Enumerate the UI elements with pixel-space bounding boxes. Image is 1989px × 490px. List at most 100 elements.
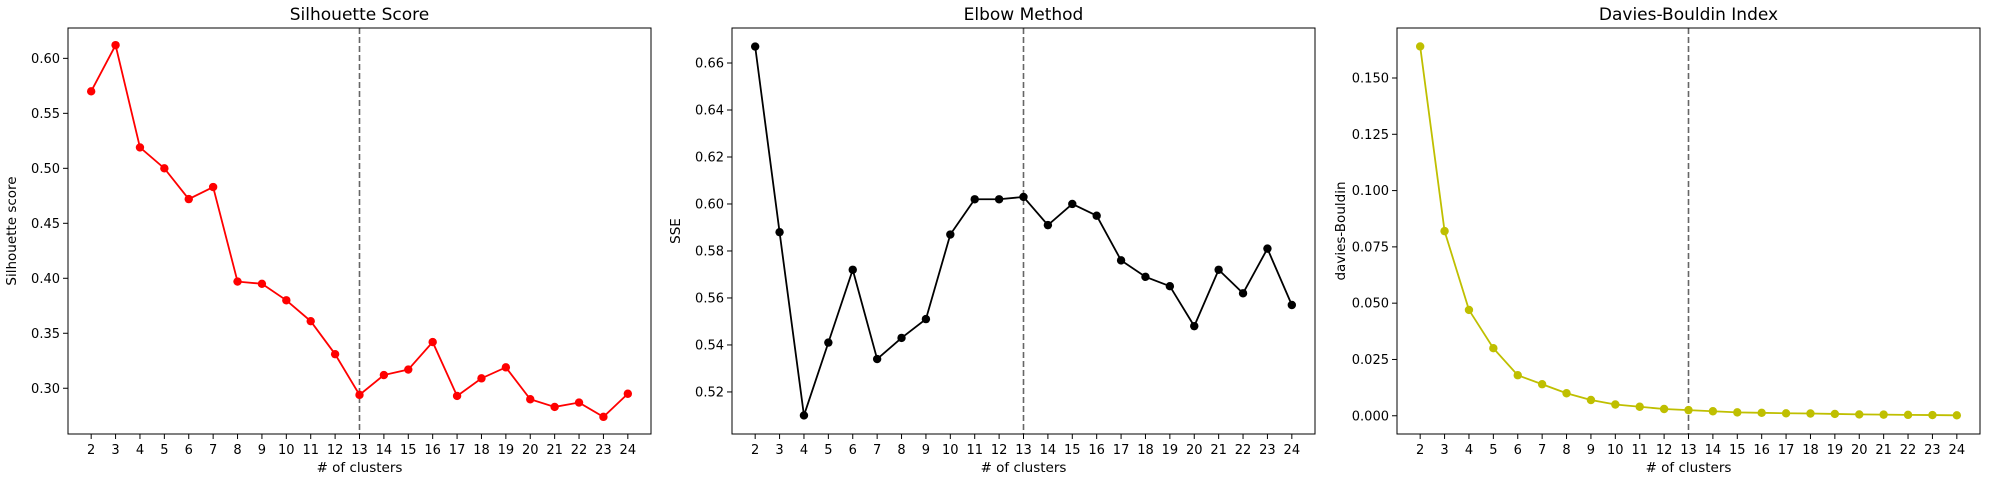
- data-point: [282, 296, 291, 305]
- x-tick-label: 13: [351, 443, 368, 458]
- data-point: [1287, 300, 1297, 310]
- data-point: [1855, 410, 1864, 419]
- data-point: [355, 390, 364, 400]
- data-point: [526, 395, 535, 404]
- data-point: [1659, 404, 1669, 414]
- y-tick-label: 0.35: [31, 327, 60, 342]
- x-tick-label: 4: [136, 443, 144, 458]
- x-tick-label: 22: [1235, 443, 1252, 458]
- data-point: [86, 87, 96, 96]
- data-point: [1806, 409, 1815, 418]
- data-point: [452, 391, 462, 401]
- x-tick-label: 16: [1088, 443, 1105, 458]
- plot-frame: [731, 27, 1316, 435]
- x-tick-label: 24: [620, 443, 637, 458]
- x-tick-label: 20: [1851, 443, 1868, 458]
- data-point: [208, 182, 218, 192]
- x-tick-label: 7: [873, 443, 881, 458]
- y-tick-label: 0.50: [31, 162, 60, 177]
- data-point: [1141, 272, 1150, 282]
- x-tick-label: 8: [1562, 443, 1570, 458]
- data-point: [1830, 409, 1840, 419]
- data-point: [1757, 408, 1766, 418]
- data-point: [799, 411, 809, 420]
- plot-frame: [1396, 27, 1981, 435]
- data-point: [1733, 408, 1742, 417]
- x-tick-label: 7: [1538, 443, 1546, 458]
- y-tick-label: 0.100: [1352, 184, 1389, 199]
- x-tick-label: 6: [1514, 443, 1522, 458]
- data-point: [379, 370, 389, 380]
- data-point: [1019, 192, 1028, 202]
- plot-frame: [67, 27, 652, 435]
- data-point: [848, 265, 857, 274]
- x-axis-label: # of clusters: [317, 460, 403, 476]
- data-point: [306, 316, 315, 326]
- data-point: [330, 349, 340, 359]
- x-tick-label: 7: [209, 443, 217, 458]
- x-tick-label: 9: [922, 443, 930, 458]
- data-point: [824, 338, 833, 347]
- x-tick-label: 4: [800, 443, 808, 458]
- data-point: [135, 143, 145, 152]
- data-point: [1238, 289, 1248, 298]
- data-point: [1415, 42, 1425, 51]
- x-tick-label: 17: [1778, 443, 1795, 458]
- x-tick-label: 20: [1186, 443, 1203, 458]
- x-tick-label: 22: [1900, 443, 1917, 458]
- x-tick-label: 13: [1680, 443, 1697, 458]
- x-tick-label: 9: [1587, 443, 1595, 458]
- x-tick-label: 24: [1284, 443, 1301, 458]
- x-axis-label: # of clusters: [981, 460, 1067, 476]
- x-tick-label: 17: [449, 443, 466, 458]
- x-tick-label: 10: [278, 443, 295, 458]
- x-tick-label: 15: [400, 443, 417, 458]
- data-point: [1092, 211, 1101, 220]
- data-point: [550, 402, 559, 412]
- y-tick-label: 0.075: [1352, 240, 1389, 255]
- x-tick-label: 23: [1924, 443, 1941, 458]
- data-point: [897, 333, 906, 343]
- data-point: [1635, 402, 1644, 411]
- data-point: [994, 195, 1004, 204]
- x-tick-label: 22: [571, 443, 588, 458]
- data-point: [623, 389, 633, 398]
- x-tick-label: 6: [849, 443, 857, 458]
- x-tick-label: 6: [185, 443, 193, 458]
- data-point: [1952, 411, 1962, 420]
- x-tick-label: 13: [1015, 443, 1032, 458]
- data-point: [111, 40, 120, 50]
- x-tick-label: 20: [522, 443, 539, 458]
- x-tick-label: 23: [1259, 443, 1276, 458]
- x-tick-label: 16: [1753, 443, 1770, 458]
- y-tick-label: 0.62: [695, 150, 724, 165]
- y-tick-label: 0.52: [695, 385, 724, 400]
- y-tick-label: 0.000: [1352, 409, 1389, 424]
- data-point: [1928, 410, 1937, 420]
- data-point: [1214, 265, 1223, 274]
- data-point: [1586, 395, 1596, 405]
- data-point: [501, 363, 511, 372]
- data-point: [775, 227, 784, 237]
- y-tick-label: 0.66: [695, 57, 724, 72]
- data-point: [160, 164, 169, 173]
- x-tick-label: 17: [1113, 443, 1130, 458]
- data-point: [233, 277, 242, 286]
- y-tick-label: 0.30: [31, 382, 60, 397]
- y-tick-label: 0.050: [1352, 297, 1389, 312]
- chart-title: Silhouette Score: [290, 5, 429, 25]
- x-tick-label: 18: [473, 443, 490, 458]
- data-point: [921, 314, 931, 324]
- x-tick-label: 19: [1162, 443, 1179, 458]
- data-point: [1611, 400, 1620, 409]
- data-point: [1165, 282, 1175, 291]
- data-point: [1684, 405, 1693, 415]
- data-point: [872, 354, 882, 364]
- x-tick-label: 12: [1656, 443, 1673, 458]
- data-point: [477, 374, 486, 383]
- data-point: [1903, 410, 1913, 420]
- y-tick-label: 0.56: [695, 291, 724, 306]
- x-tick-label: 3: [111, 443, 119, 458]
- x-tick-label: 4: [1465, 443, 1473, 458]
